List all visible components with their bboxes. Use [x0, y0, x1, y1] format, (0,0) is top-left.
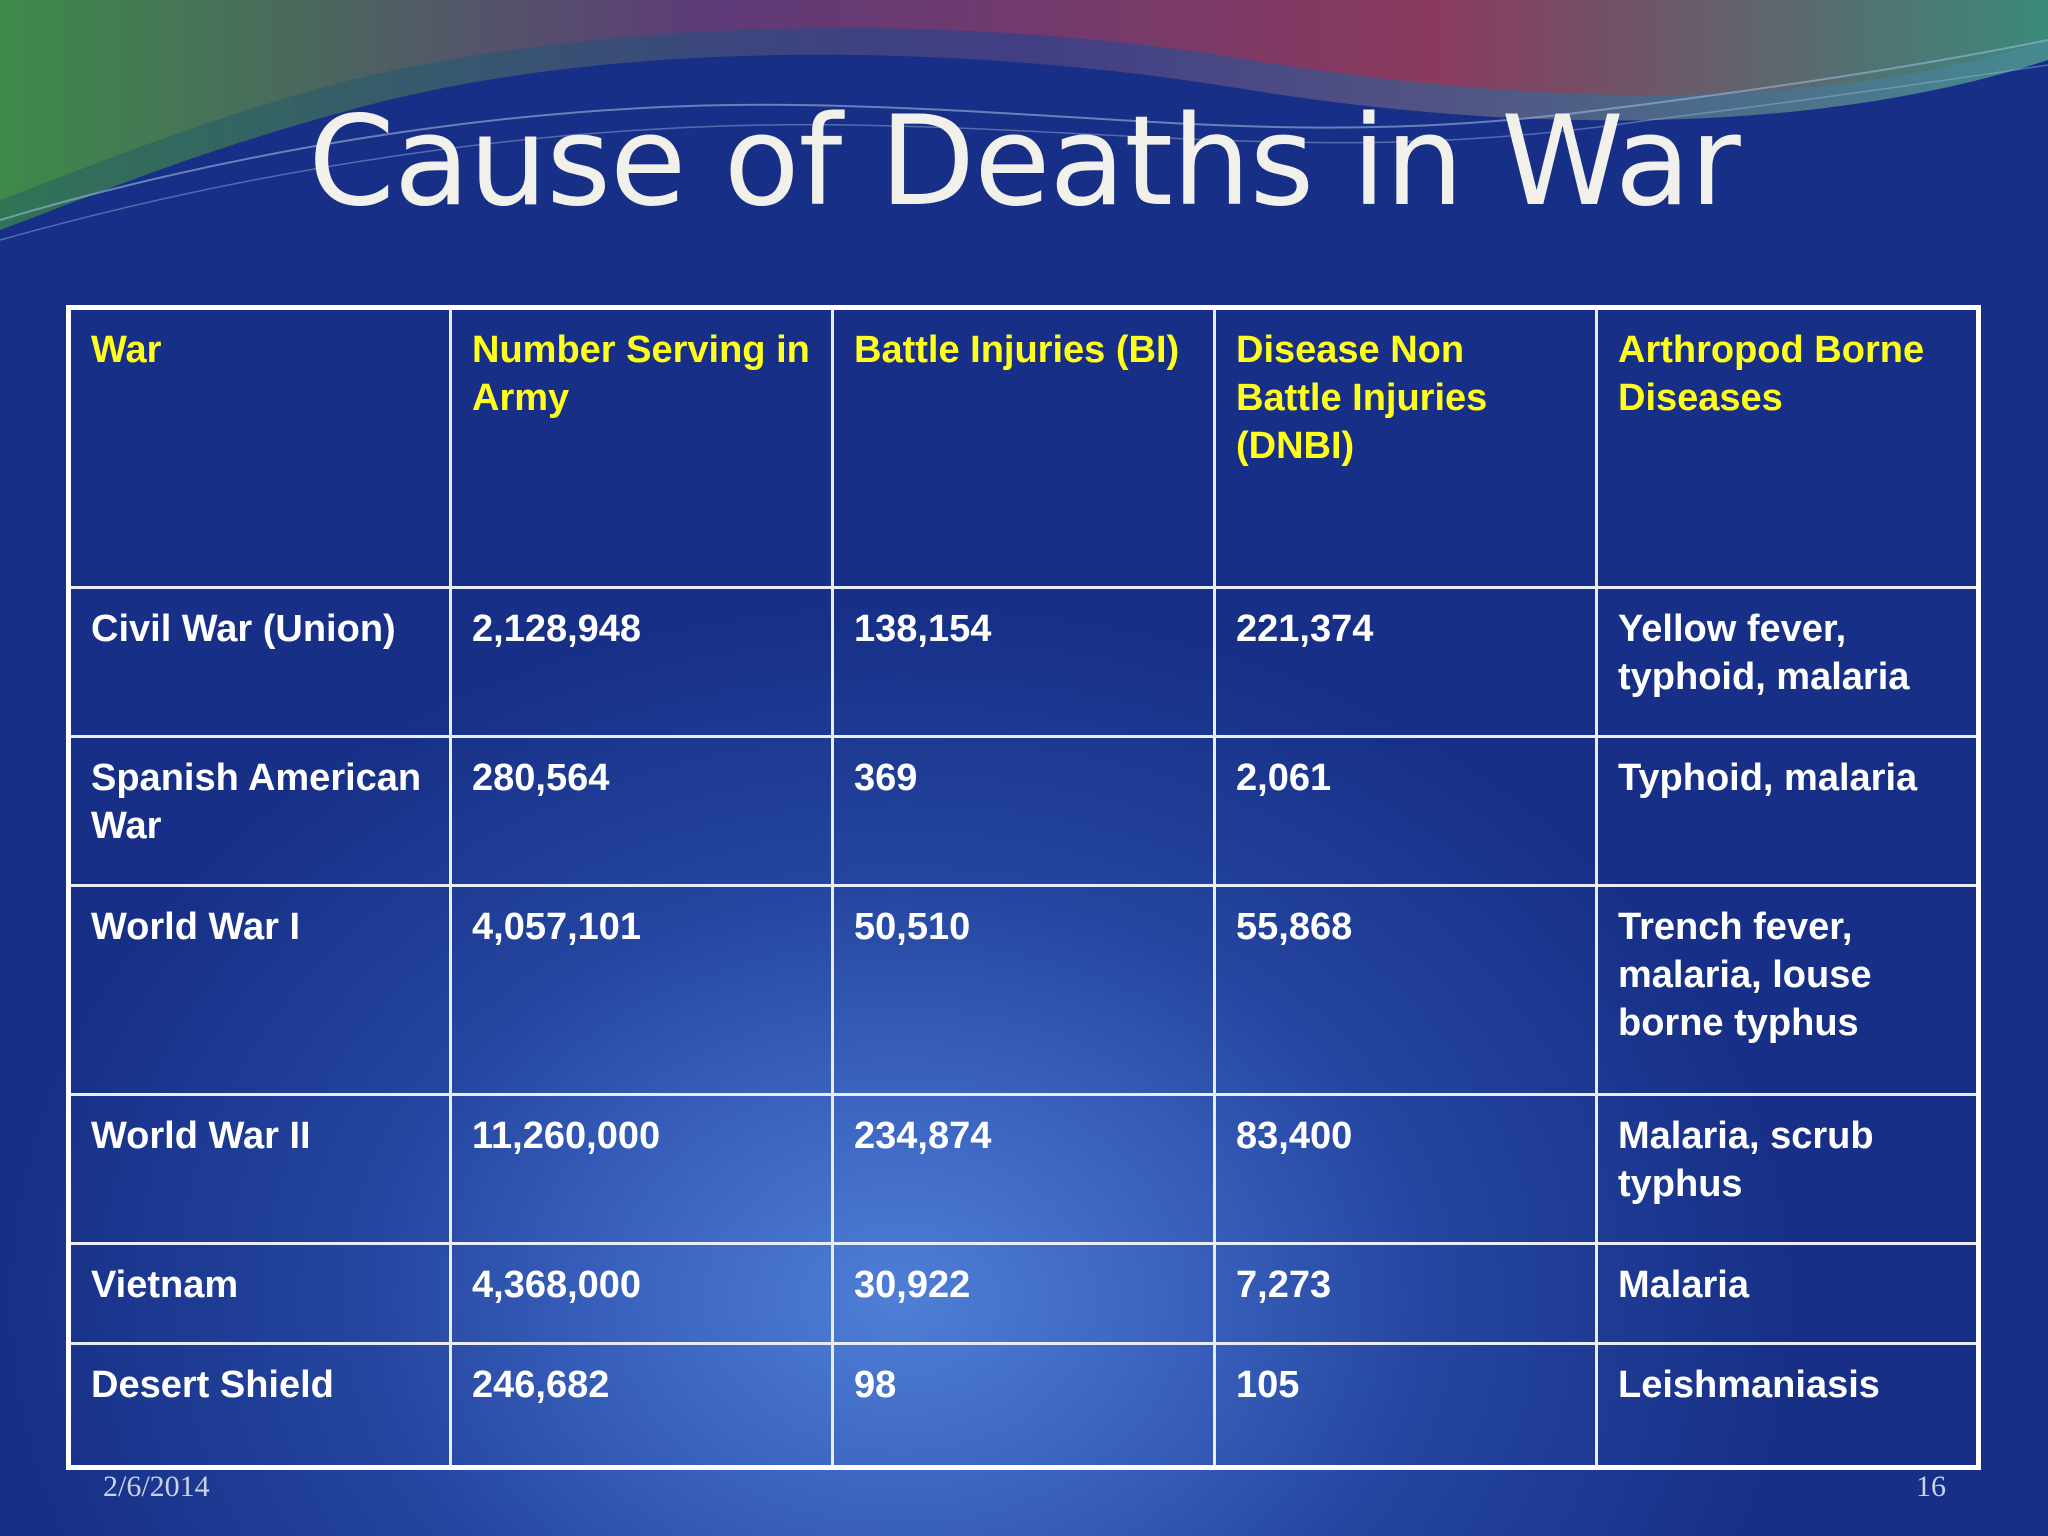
slide-title: Cause of Deaths in War — [308, 90, 1741, 234]
cell-number-serving: 246,682 — [449, 1342, 834, 1469]
header-dnbi: Disease Non Battle Injuries (DNBI) — [1213, 306, 1598, 589]
cell-battle-injuries: 369 — [831, 735, 1216, 887]
cell-dnbi: 83,400 — [1213, 1093, 1598, 1245]
page-number: 16 — [1916, 1470, 1946, 1503]
cell-arthropod-diseases: Malaria — [1595, 1242, 1980, 1345]
cell-arthropod-diseases: Leishmaniasis — [1595, 1342, 1980, 1469]
cell-war: World War II — [67, 1093, 452, 1245]
war-deaths-table: War Number Serving in Army Battle Injuri… — [66, 305, 1981, 1470]
cell-war: Vietnam — [67, 1242, 452, 1345]
header-arthropod-diseases: Arthropod Borne Diseases — [1595, 306, 1980, 589]
cell-war: World War I — [67, 884, 452, 1096]
cell-number-serving: 2,128,948 — [449, 586, 834, 738]
cell-battle-injuries: 138,154 — [831, 586, 1216, 738]
cell-dnbi: 221,374 — [1213, 586, 1598, 738]
table-row: Spanish American War 280,564 369 2,061 T… — [67, 735, 1980, 887]
cell-dnbi: 55,868 — [1213, 884, 1598, 1096]
footer-date: 2/6/2014 — [103, 1470, 210, 1503]
table-row: Civil War (Union) 2,128,948 138,154 221,… — [67, 586, 1980, 738]
cell-number-serving: 11,260,000 — [449, 1093, 834, 1245]
cell-arthropod-diseases: Malaria, scrub typhus — [1595, 1093, 1980, 1245]
cell-battle-injuries: 50,510 — [831, 884, 1216, 1096]
cell-number-serving: 280,564 — [449, 735, 834, 887]
cell-number-serving: 4,057,101 — [449, 884, 834, 1096]
cell-battle-injuries: 30,922 — [831, 1242, 1216, 1345]
table-row: World War II 11,260,000 234,874 83,400 M… — [67, 1093, 1980, 1245]
table-row: Vietnam 4,368,000 30,922 7,273 Malaria — [67, 1242, 1980, 1345]
table-header-row: War Number Serving in Army Battle Injuri… — [67, 306, 1980, 589]
decorative-swoosh — [0, 0, 2048, 241]
cell-arthropod-diseases: Trench fever, malaria, louse borne typhu… — [1595, 884, 1980, 1096]
header-battle-injuries: Battle Injuries (BI) — [831, 306, 1216, 589]
cell-battle-injuries: 98 — [831, 1342, 1216, 1469]
cell-number-serving: 4,368,000 — [449, 1242, 834, 1345]
table-row: Desert Shield 246,682 98 105 Leishmanias… — [67, 1342, 1980, 1469]
table-row: World War I 4,057,101 50,510 55,868 Tren… — [67, 884, 1980, 1096]
cell-war: Spanish American War — [67, 735, 452, 887]
cell-arthropod-diseases: Typhoid, malaria — [1595, 735, 1980, 887]
cell-dnbi: 105 — [1213, 1342, 1598, 1469]
cell-arthropod-diseases: Yellow fever, typhoid, malaria — [1595, 586, 1980, 738]
cell-battle-injuries: 234,874 — [831, 1093, 1216, 1245]
cell-dnbi: 2,061 — [1213, 735, 1598, 887]
header-number-serving: Number Serving in Army — [449, 306, 834, 589]
cell-war: Desert Shield — [67, 1342, 452, 1469]
header-war: War — [67, 306, 452, 589]
cell-dnbi: 7,273 — [1213, 1242, 1598, 1345]
cell-war: Civil War (Union) — [67, 586, 452, 738]
